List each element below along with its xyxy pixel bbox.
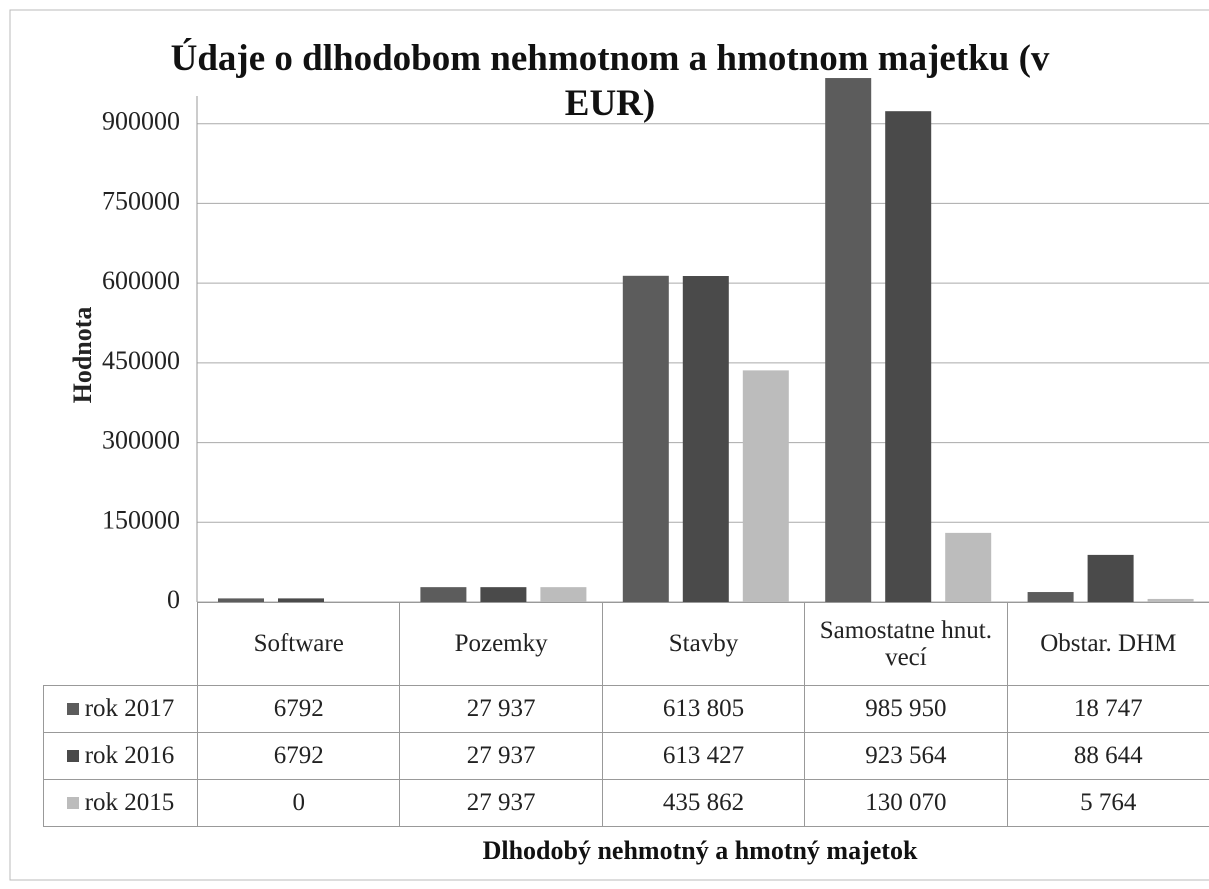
- data-label: 923 564: [804, 732, 1008, 780]
- legend-marker: [66, 797, 79, 809]
- data-label: 18 747: [1006, 685, 1209, 733]
- data-label: 88 644: [1006, 732, 1209, 780]
- frame: [9, 9, 1209, 881]
- data-label: 27 937: [399, 779, 603, 827]
- x-tick-label: Pozemky: [399, 602, 603, 686]
- bar: [885, 111, 932, 602]
- bar: [420, 587, 467, 602]
- bar: [1087, 554, 1134, 602]
- bar: [742, 370, 789, 602]
- y-tick-label: 750000: [102, 186, 180, 215]
- legend-marker: [66, 703, 79, 715]
- data-label: 6792: [197, 732, 401, 780]
- bar: [945, 532, 992, 602]
- legend-label: rok 2015: [84, 789, 175, 817]
- data-label: 27 937: [399, 685, 603, 733]
- x-axis-label: Dlhodobý nehmotný a hmotný majetok: [482, 836, 918, 865]
- legend-label: rok 2016: [84, 742, 175, 770]
- y-tick-label: 150000: [102, 505, 180, 534]
- data-label: 613 805: [601, 685, 806, 733]
- y-tick-label: 450000: [102, 346, 180, 375]
- legend-label: rok 2017: [84, 695, 175, 723]
- legend-marker: [66, 750, 79, 762]
- data-label: 5 764: [1006, 779, 1209, 827]
- y-tick-label: 900000: [102, 107, 180, 136]
- bar: [1147, 598, 1194, 602]
- data-label: 130 070: [804, 779, 1008, 827]
- y-axis-label: Hodnota: [68, 307, 97, 404]
- x-tick-label: Samostatne hnut. vecí: [804, 602, 1008, 686]
- bar: [622, 275, 669, 602]
- x-tick-label: Software: [197, 602, 401, 686]
- chart-title: Údaje o dlhodobom nehmotnom a hmotnom ma…: [170, 38, 1050, 124]
- x-tick-label: Obstar. DHM: [1006, 602, 1209, 686]
- data-label: 0: [197, 779, 401, 827]
- data-label: 985 950: [804, 685, 1008, 733]
- bar: [278, 598, 324, 602]
- y-tick-label: 300000: [102, 426, 180, 455]
- x-tick-label: Stavby: [601, 602, 806, 686]
- bar: [1027, 592, 1074, 602]
- data-label: 613 427: [601, 732, 806, 780]
- legend-entry: rok 2015: [43, 779, 198, 827]
- y-tick-label: 0: [167, 585, 180, 614]
- y-tick-label: 600000: [102, 266, 180, 295]
- data-label: 27 937: [399, 732, 603, 780]
- bar: [682, 276, 729, 602]
- legend-entry: rok 2016: [43, 732, 198, 780]
- bar: [540, 587, 587, 602]
- data-label: 6792: [197, 685, 401, 733]
- bar: [825, 78, 872, 602]
- data-label: 435 862: [601, 779, 806, 827]
- bar: [218, 598, 264, 602]
- bar: [480, 587, 527, 602]
- legend-entry: rok 2017: [43, 685, 198, 733]
